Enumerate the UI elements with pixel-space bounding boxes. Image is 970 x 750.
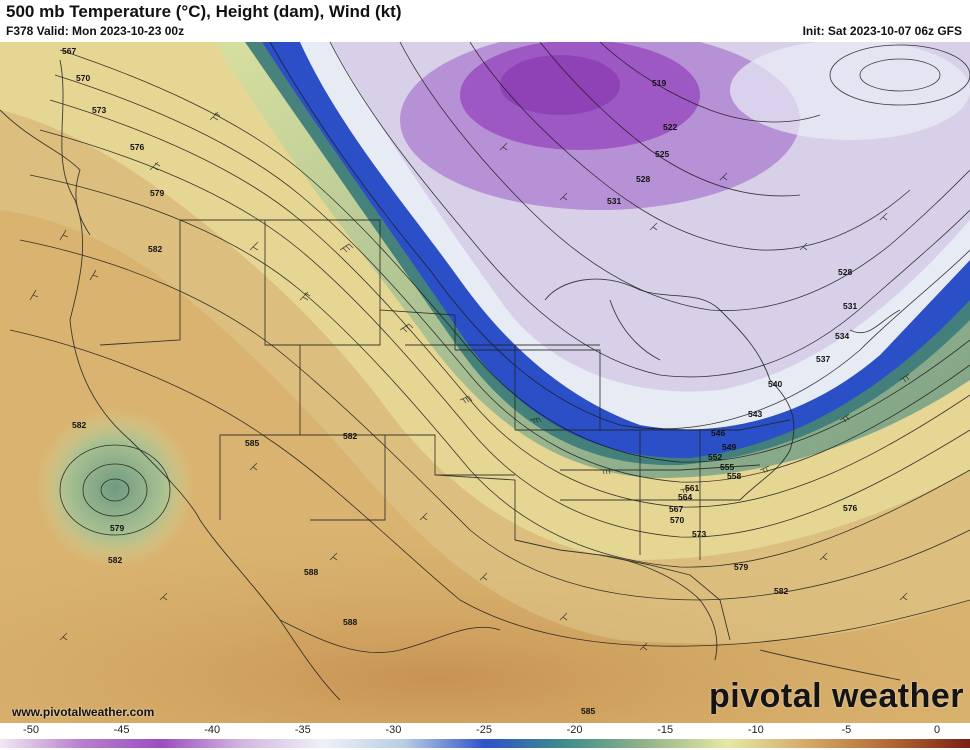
height-label: 585 [245, 438, 259, 448]
color-scale-tick: -40 [204, 724, 221, 736]
height-label: 567 [669, 504, 683, 514]
color-scale-tick: 0 [933, 724, 941, 736]
color-scale-tick: -20 [566, 724, 583, 736]
height-label: 531 [607, 196, 621, 206]
brand-logo: pivotal weather [708, 677, 964, 715]
height-label: 582 [72, 420, 86, 430]
color-scale-bar [0, 739, 970, 748]
height-label: 573 [692, 529, 706, 539]
cutoff-low [35, 408, 195, 568]
height-label: 585 [581, 706, 595, 716]
color-scale-tick: -5 [841, 724, 852, 736]
height-label: 564 [678, 492, 692, 502]
height-label: 546 [711, 428, 725, 438]
height-label: 576 [130, 142, 144, 152]
website-label: www.pivotalweather.com [12, 705, 155, 719]
height-label: 552 [708, 452, 722, 462]
height-label: 549 [722, 442, 736, 452]
height-label: 528 [838, 267, 852, 277]
yellow-band [0, 42, 970, 560]
height-label: 534 [835, 331, 849, 341]
color-scale-tick: -50 [23, 724, 39, 736]
valid-time: F378 Valid: Mon 2023-10-23 00z [6, 24, 185, 38]
height-label: 522 [663, 122, 677, 132]
height-label: 537 [816, 354, 830, 364]
height-label: 570 [670, 515, 684, 525]
height-label: 561 [685, 483, 699, 493]
height-label: 582 [343, 431, 357, 441]
height-label: 519 [652, 78, 666, 88]
map-borders [0, 59, 901, 701]
height-label: 525 [655, 149, 669, 159]
height-label: 579 [110, 523, 124, 533]
color-scale-tick: -35 [294, 724, 311, 736]
height-label: 576 [843, 503, 857, 513]
color-scale-tick: -25 [476, 724, 492, 736]
height-label: 570 [76, 73, 90, 83]
height-label: 582 [108, 555, 122, 565]
color-scale: -50 -45 -40 -35 -30 -25 -20 -15 -10 -5 0 [0, 723, 970, 750]
color-scale-tick: -15 [657, 724, 674, 736]
cold-blue-band [262, 42, 970, 459]
map-title: 500 mb Temperature (°C), Height (dam), W… [6, 2, 402, 21]
color-scale-tick: -10 [747, 724, 764, 736]
wind-barbs [29, 111, 910, 651]
weather-map: 567 570 573 576 579 582 582 582 579 582 … [0, 42, 970, 723]
height-label: 582 [774, 586, 788, 596]
height-label: 531 [843, 301, 857, 311]
height-label: 588 [304, 567, 318, 577]
map-header: 500 mb Temperature (°C), Height (dam), W… [0, 0, 970, 42]
height-labels: 567 570 573 576 579 582 582 582 579 582 … [62, 46, 857, 716]
height-label: 588 [343, 617, 357, 627]
color-scale-ticks: -50 -45 -40 -35 -30 -25 -20 -15 -10 -5 0 [0, 724, 970, 737]
height-label: 528 [636, 174, 650, 184]
color-scale-tick: -30 [385, 724, 402, 736]
color-scale-tick: -45 [113, 724, 130, 736]
height-label: 579 [734, 562, 748, 572]
height-label: 543 [748, 409, 762, 419]
init-time: Init: Sat 2023-10-07 06z GFS [802, 24, 962, 38]
height-label: 582 [148, 244, 162, 254]
height-label: 567 [62, 46, 76, 56]
height-label: 555 [720, 462, 734, 472]
height-contours [9, 42, 970, 647]
height-label: 540 [768, 379, 782, 389]
height-label: 573 [92, 105, 106, 115]
height-label: 558 [727, 471, 741, 481]
height-label: 579 [150, 188, 164, 198]
